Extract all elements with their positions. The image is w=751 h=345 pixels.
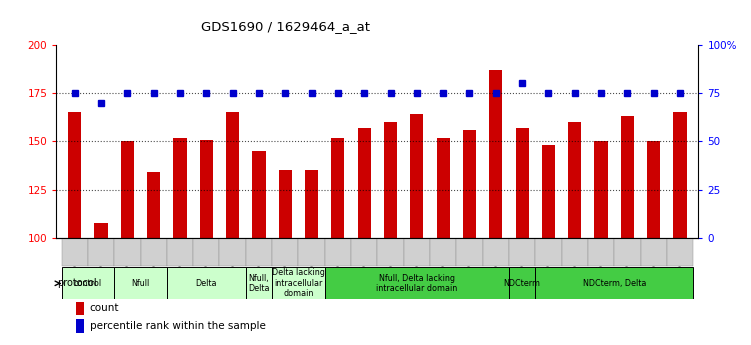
Bar bbox=[193, 45, 219, 238]
Bar bbox=[219, 45, 246, 238]
Bar bbox=[62, 267, 114, 299]
Bar bbox=[404, 238, 430, 266]
Bar bbox=[588, 45, 614, 238]
Bar bbox=[562, 238, 588, 266]
Bar bbox=[167, 238, 193, 266]
Bar bbox=[542, 145, 555, 238]
Bar bbox=[509, 267, 535, 299]
Bar bbox=[200, 139, 213, 238]
Bar bbox=[535, 267, 693, 299]
Bar bbox=[68, 112, 81, 238]
Bar bbox=[509, 238, 535, 266]
Bar bbox=[457, 45, 483, 238]
Bar bbox=[298, 45, 324, 238]
Bar bbox=[641, 238, 667, 266]
Bar bbox=[121, 141, 134, 238]
Bar bbox=[384, 122, 397, 238]
Bar bbox=[569, 122, 581, 238]
Bar bbox=[357, 128, 371, 238]
Text: control: control bbox=[74, 279, 102, 288]
Bar bbox=[588, 238, 614, 266]
Bar bbox=[457, 238, 483, 266]
Text: Delta lacking
intracellular
domain: Delta lacking intracellular domain bbox=[272, 268, 325, 298]
Bar bbox=[62, 238, 88, 266]
Bar bbox=[167, 45, 193, 238]
Bar bbox=[515, 128, 529, 238]
Bar bbox=[114, 267, 167, 299]
Bar bbox=[226, 112, 240, 238]
Text: GDS1690 / 1629464_a_at: GDS1690 / 1629464_a_at bbox=[201, 20, 370, 33]
Bar bbox=[114, 45, 140, 238]
Bar bbox=[667, 45, 693, 238]
Bar bbox=[483, 45, 509, 238]
Bar bbox=[324, 267, 509, 299]
Bar bbox=[219, 238, 246, 266]
Bar bbox=[509, 45, 535, 238]
Text: Nfull, Delta lacking
intracellular domain: Nfull, Delta lacking intracellular domai… bbox=[376, 274, 457, 293]
Bar bbox=[410, 115, 424, 238]
Bar bbox=[614, 238, 641, 266]
Bar bbox=[595, 141, 608, 238]
Bar bbox=[378, 45, 404, 238]
Bar bbox=[279, 170, 292, 238]
Bar bbox=[76, 302, 84, 315]
Bar bbox=[167, 267, 246, 299]
Bar bbox=[404, 45, 430, 238]
Bar bbox=[173, 138, 186, 238]
Bar bbox=[378, 238, 404, 266]
Bar bbox=[641, 45, 667, 238]
Bar bbox=[88, 45, 114, 238]
Bar bbox=[463, 130, 476, 238]
Bar bbox=[193, 238, 219, 266]
Bar bbox=[305, 170, 318, 238]
Text: NDCterm: NDCterm bbox=[504, 279, 541, 288]
Bar bbox=[647, 141, 660, 238]
Bar bbox=[483, 238, 509, 266]
Bar bbox=[62, 45, 88, 238]
Bar bbox=[324, 238, 351, 266]
Bar bbox=[535, 238, 562, 266]
Bar bbox=[614, 45, 641, 238]
Bar bbox=[489, 70, 502, 238]
Bar bbox=[140, 45, 167, 238]
Bar bbox=[674, 112, 686, 238]
Bar bbox=[272, 267, 324, 299]
Bar bbox=[430, 238, 457, 266]
Bar bbox=[76, 319, 84, 333]
Bar bbox=[272, 238, 298, 266]
Text: Nfull,
Delta: Nfull, Delta bbox=[249, 274, 270, 293]
Bar bbox=[147, 172, 160, 238]
Bar bbox=[351, 238, 378, 266]
Bar bbox=[667, 238, 693, 266]
Bar bbox=[535, 45, 562, 238]
Text: Nfull: Nfull bbox=[131, 279, 149, 288]
Bar bbox=[140, 238, 167, 266]
Bar bbox=[272, 45, 298, 238]
Bar bbox=[430, 45, 457, 238]
Text: count: count bbox=[89, 304, 119, 314]
Text: Delta: Delta bbox=[195, 279, 217, 288]
Bar bbox=[331, 138, 345, 238]
Bar bbox=[436, 138, 450, 238]
Text: protocol: protocol bbox=[57, 278, 96, 288]
Bar bbox=[246, 45, 272, 238]
Text: percentile rank within the sample: percentile rank within the sample bbox=[89, 321, 266, 331]
Bar bbox=[621, 116, 634, 238]
Bar bbox=[351, 45, 378, 238]
Bar bbox=[252, 151, 266, 238]
Bar bbox=[88, 238, 114, 266]
Bar bbox=[95, 223, 107, 238]
Bar bbox=[246, 267, 272, 299]
Bar bbox=[324, 45, 351, 238]
Bar bbox=[562, 45, 588, 238]
Bar bbox=[114, 238, 140, 266]
Bar bbox=[298, 238, 324, 266]
Text: NDCterm, Delta: NDCterm, Delta bbox=[583, 279, 646, 288]
Bar bbox=[246, 238, 272, 266]
